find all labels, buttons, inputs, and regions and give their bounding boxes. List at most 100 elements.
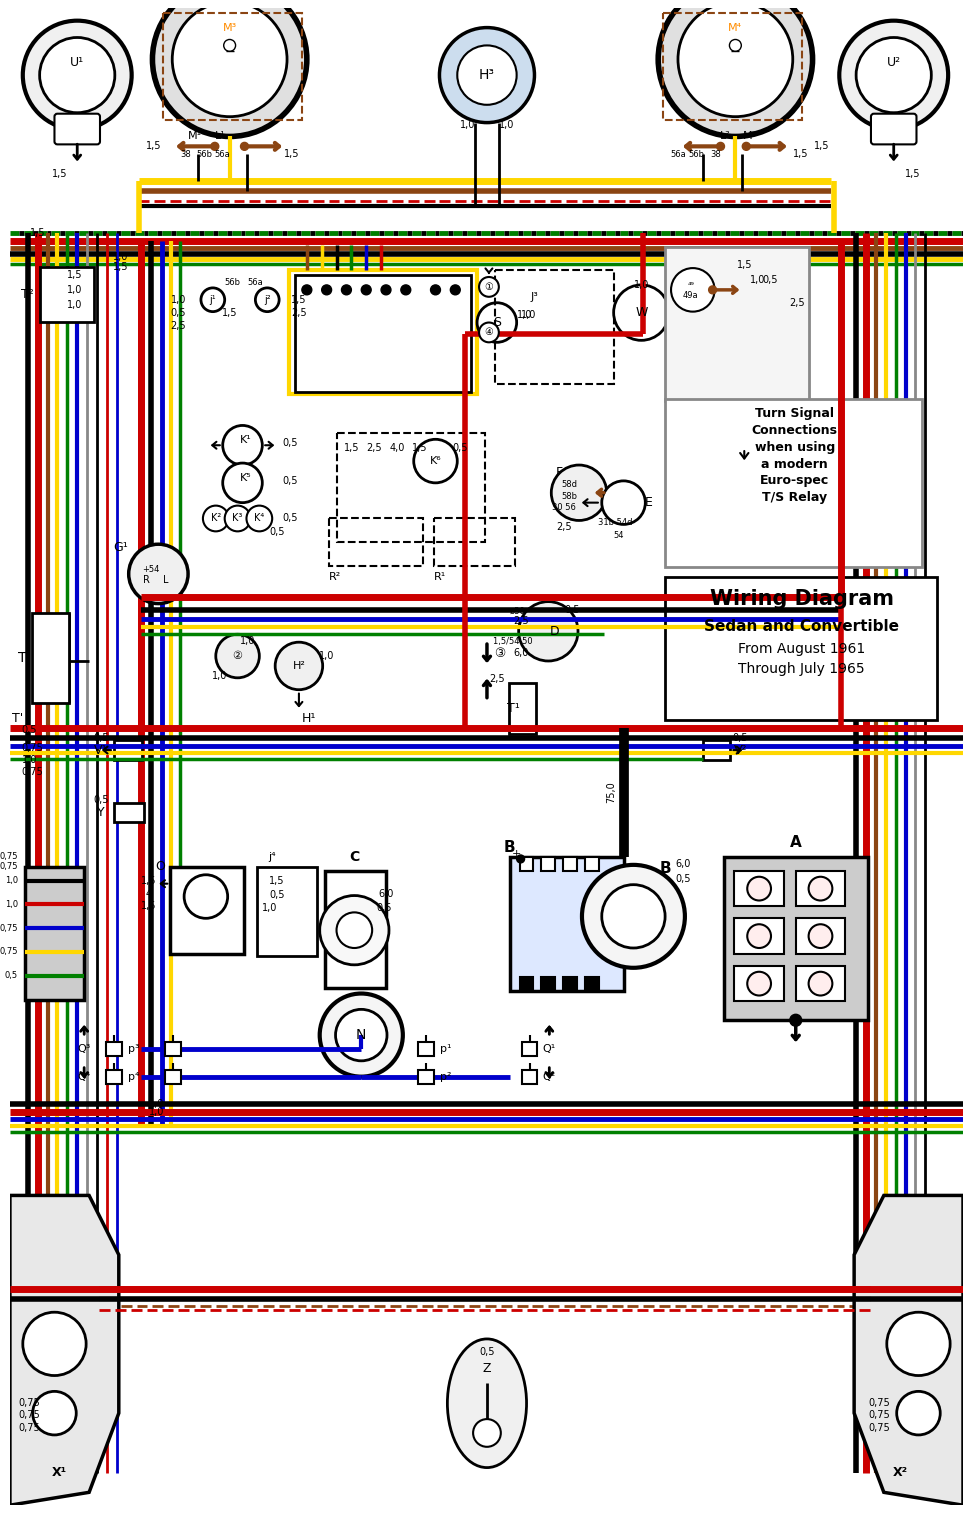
Text: 1,5/54 50: 1,5/54 50 (493, 637, 533, 646)
Text: 1,5: 1,5 (793, 150, 809, 159)
Text: 1,0: 1,0 (148, 1100, 164, 1109)
Polygon shape (10, 1195, 118, 1505)
Text: D: D (550, 625, 560, 638)
Text: A: A (790, 835, 801, 850)
Text: M²: M² (743, 132, 757, 141)
Circle shape (790, 1014, 801, 1026)
Text: 0,75: 0,75 (22, 767, 43, 776)
Text: 1,0: 1,0 (148, 1108, 164, 1117)
Text: 1,0: 1,0 (499, 120, 514, 130)
Text: 0,75: 0,75 (19, 1424, 40, 1433)
Bar (509, 856, 623, 991)
Text: M⁴: M⁴ (728, 23, 742, 33)
Text: 1,5: 1,5 (141, 876, 156, 885)
FancyBboxPatch shape (55, 113, 100, 144)
Text: 1,5: 1,5 (221, 307, 238, 318)
Circle shape (517, 855, 525, 862)
Bar (418, 1042, 433, 1056)
Bar (508, 682, 536, 734)
Text: 1,0: 1,0 (66, 284, 82, 295)
Text: 1,0: 1,0 (749, 275, 765, 284)
Text: Euro-spec: Euro-spec (760, 475, 829, 487)
Text: O: O (155, 861, 166, 873)
Text: 4,0: 4,0 (389, 443, 404, 454)
Text: 0,75: 0,75 (0, 852, 18, 861)
Text: 1,5: 1,5 (284, 150, 299, 159)
Circle shape (224, 505, 250, 531)
Circle shape (201, 287, 224, 312)
Text: 2,5: 2,5 (513, 616, 529, 626)
Text: 2,5: 2,5 (789, 298, 804, 307)
Text: p³: p³ (128, 1044, 140, 1055)
Circle shape (477, 303, 517, 342)
Text: 1,5: 1,5 (52, 169, 67, 179)
Text: 1,0: 1,0 (5, 876, 18, 885)
Text: 1,0: 1,0 (114, 253, 129, 262)
Text: Q¹: Q¹ (543, 1044, 556, 1055)
Text: 1,0: 1,0 (170, 295, 186, 304)
Circle shape (172, 2, 287, 117)
Bar (418, 1070, 433, 1083)
Text: 56a: 56a (247, 278, 263, 287)
Bar (114, 740, 142, 760)
Text: 1,0: 1,0 (521, 310, 536, 319)
Text: K⁵: K⁵ (240, 474, 251, 483)
Circle shape (856, 38, 931, 112)
Circle shape (473, 1419, 501, 1446)
Text: ø30: ø30 (509, 607, 526, 616)
Text: 2,5: 2,5 (489, 673, 505, 684)
Text: 4: 4 (145, 888, 151, 899)
Text: Sedan and Convertible: Sedan and Convertible (704, 619, 899, 634)
Bar (795, 871, 846, 906)
Text: 0,5: 0,5 (282, 477, 298, 486)
Text: M¹: M¹ (188, 132, 202, 141)
Circle shape (742, 142, 750, 150)
Text: Z: Z (482, 1362, 491, 1375)
Bar (541, 977, 556, 991)
Circle shape (203, 505, 228, 531)
Text: K⁶: K⁶ (429, 455, 441, 466)
Text: 1,5: 1,5 (145, 141, 161, 151)
Bar (170, 867, 245, 953)
Text: 1,5: 1,5 (291, 295, 306, 304)
Text: 1,0: 1,0 (459, 120, 475, 130)
Bar (665, 247, 809, 401)
Text: 0,75: 0,75 (868, 1424, 890, 1433)
Text: ③: ③ (494, 646, 506, 660)
Text: 0,5: 0,5 (675, 873, 690, 884)
Circle shape (747, 876, 771, 900)
Circle shape (747, 971, 771, 996)
Text: p¹: p¹ (440, 1044, 451, 1055)
Bar (522, 1070, 537, 1083)
Bar (336, 433, 485, 542)
Circle shape (430, 284, 440, 295)
Text: 0,5: 0,5 (282, 513, 298, 523)
Text: 1,0: 1,0 (66, 300, 82, 310)
Text: 6,0: 6,0 (378, 888, 394, 899)
Bar (795, 918, 846, 953)
Ellipse shape (448, 1339, 527, 1468)
Circle shape (897, 1392, 940, 1434)
Text: 1,5: 1,5 (270, 876, 285, 885)
Text: 1,0: 1,0 (319, 651, 334, 661)
Circle shape (336, 912, 372, 949)
Bar (735, 918, 784, 953)
Text: R²: R² (328, 572, 341, 583)
Circle shape (222, 425, 262, 464)
Text: M³: M³ (222, 23, 237, 33)
Circle shape (361, 284, 371, 295)
Text: 75,0: 75,0 (607, 781, 616, 802)
Text: 1,0: 1,0 (22, 755, 38, 766)
Bar (735, 965, 784, 1002)
Text: 38: 38 (710, 150, 721, 159)
Text: U¹: U¹ (70, 56, 85, 68)
Text: 56b: 56b (195, 150, 212, 159)
Text: 0,75: 0,75 (868, 1398, 890, 1409)
Text: 1,5: 1,5 (412, 443, 428, 454)
Text: K³: K³ (232, 513, 243, 523)
Bar (520, 977, 534, 991)
Text: 49a: 49a (683, 292, 698, 300)
Bar (295, 275, 471, 392)
Text: 58b: 58b (561, 492, 577, 501)
Bar (585, 856, 599, 871)
